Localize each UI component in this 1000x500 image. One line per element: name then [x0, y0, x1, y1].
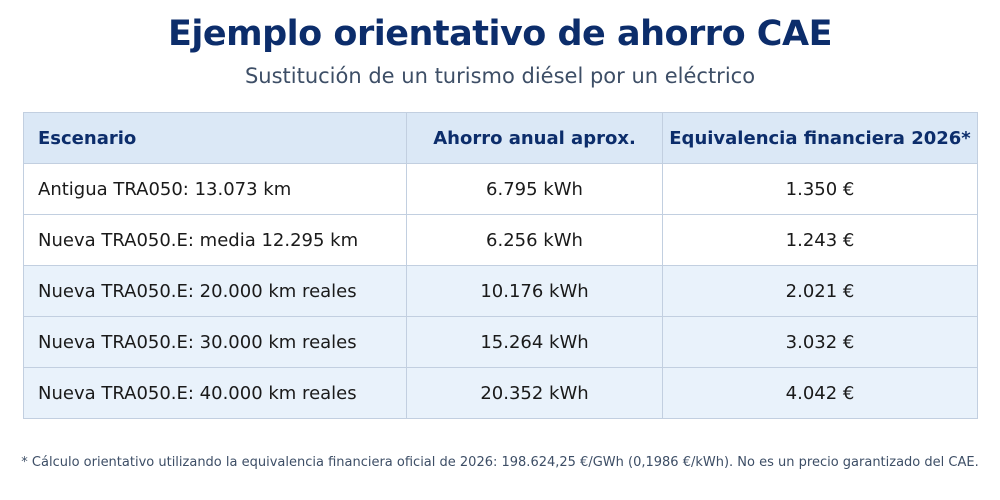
cell-escenario: Nueva TRA050.E: 20.000 km reales: [23, 265, 407, 317]
table-row: Nueva TRA050.E: media 12.295 km 6.256 kW…: [23, 214, 978, 266]
cell-ahorro: 15.264 kWh: [406, 316, 663, 368]
cell-equivalencia: 1.243 €: [662, 214, 978, 266]
cell-equivalencia: 2.021 €: [662, 265, 978, 317]
footnote: * Cálculo orientativo utilizando la equi…: [21, 455, 979, 470]
page-title: Ejemplo orientativo de ahorro CAE: [168, 14, 832, 54]
cell-ahorro: 6.795 kWh: [406, 163, 663, 215]
cell-equivalencia: 3.032 €: [662, 316, 978, 368]
cell-equivalencia: 1.350 €: [662, 163, 978, 215]
cell-ahorro: 6.256 kWh: [406, 214, 663, 266]
table-row: Nueva TRA050.E: 20.000 km reales 10.176 …: [23, 265, 978, 317]
cell-ahorro: 10.176 kWh: [406, 265, 663, 317]
table-row: Nueva TRA050.E: 40.000 km reales 20.352 …: [23, 367, 978, 419]
cell-escenario: Nueva TRA050.E: media 12.295 km: [23, 214, 407, 266]
cell-equivalencia: 4.042 €: [662, 367, 978, 419]
cell-escenario: Nueva TRA050.E: 30.000 km reales: [23, 316, 407, 368]
table-row: Nueva TRA050.E: 30.000 km reales 15.264 …: [23, 316, 978, 368]
page-subtitle: Sustitución de un turismo diésel por un …: [244, 64, 756, 88]
savings-table: Escenario Ahorro anual aprox. Equivalenc…: [23, 112, 978, 419]
cell-escenario: Nueva TRA050.E: 40.000 km reales: [23, 367, 407, 419]
column-header-equivalencia: Equivalencia financiera 2026*: [662, 112, 978, 164]
cell-escenario: Antigua TRA050: 13.073 km: [23, 163, 407, 215]
cell-ahorro: 20.352 kWh: [406, 367, 663, 419]
column-header-ahorro: Ahorro anual aprox.: [406, 112, 663, 164]
table-row: Antigua TRA050: 13.073 km 6.795 kWh 1.35…: [23, 163, 978, 215]
column-header-escenario: Escenario: [23, 112, 407, 164]
table-header-row: Escenario Ahorro anual aprox. Equivalenc…: [23, 112, 978, 164]
